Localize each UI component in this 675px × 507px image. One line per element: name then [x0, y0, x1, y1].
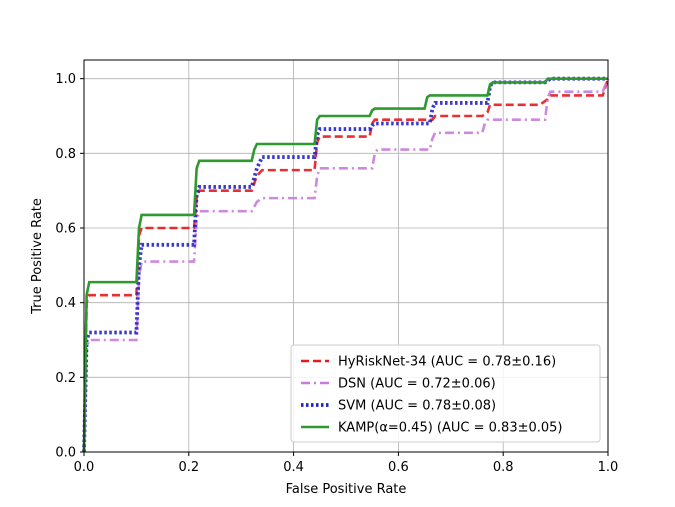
- legend-entry-0: HyRiskNet-34 (AUC = 0.78±0.16): [338, 355, 556, 370]
- x-tick-label: 0.8: [493, 460, 514, 475]
- legend: HyRiskNet-34 (AUC = 0.78±0.16) DSN (AUC =…: [290, 344, 601, 443]
- x-tick-label: 0.4: [283, 460, 304, 475]
- y-tick-label: 0.8: [55, 147, 76, 162]
- y-tick-label: 0.4: [55, 296, 76, 311]
- x-axis-label: False Positive Rate: [286, 482, 407, 497]
- x-tick-label: 0.0: [74, 460, 95, 475]
- y-axis-label: True Positive Rate: [30, 198, 45, 315]
- y-tick-label: 1.0: [55, 72, 76, 87]
- legend-box: [290, 344, 601, 443]
- x-tick-label: 0.2: [178, 460, 199, 475]
- series-layer: [82, 76, 610, 453]
- plot-frame: [83, 59, 609, 453]
- y-tick-label: 0.2: [55, 371, 76, 386]
- x-tick-label: 0.6: [388, 460, 409, 475]
- legend-entry-2: SVM (AUC = 0.78±0.08): [338, 399, 496, 414]
- legend-entry-1: DSN (AUC = 0.72±0.06): [338, 377, 496, 392]
- y-axis-ticks: 0.0 0.2 0.4 0.6 0.8 1.0: [55, 72, 84, 461]
- y-tick-label: 0.0: [55, 446, 76, 461]
- x-tick-label: 1.0: [598, 460, 619, 475]
- series-line-3: [82, 77, 608, 453]
- legend-entry-3: KAMP(α=0.45) (AUC = 0.83±0.05): [338, 421, 563, 436]
- series-line-1: [82, 78, 610, 453]
- x-axis-ticks: 0.0 0.2 0.4 0.6 0.8 1.0: [74, 452, 619, 475]
- y-tick-label: 0.6: [55, 222, 76, 237]
